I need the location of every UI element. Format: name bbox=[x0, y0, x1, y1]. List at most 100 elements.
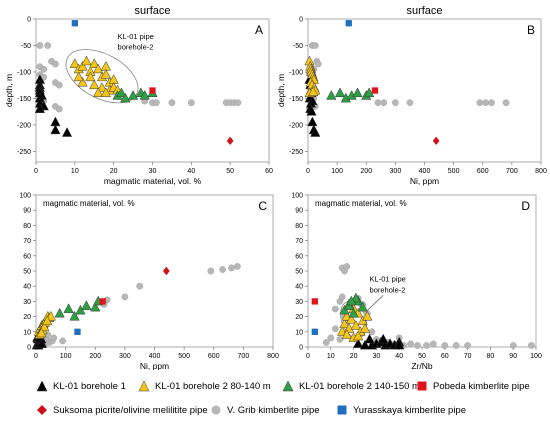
x-tick-label: 0 bbox=[34, 353, 38, 360]
series-grib bbox=[34, 263, 241, 349]
y-tick-label: 100 bbox=[19, 193, 31, 200]
data-point bbox=[50, 334, 58, 342]
x-tick-label: 30 bbox=[373, 353, 381, 360]
data-point bbox=[100, 87, 111, 98]
data-point bbox=[362, 310, 373, 321]
x-tick-label: 800 bbox=[267, 353, 279, 360]
data-point bbox=[162, 266, 170, 276]
data-point bbox=[54, 307, 65, 318]
data-point bbox=[39, 321, 50, 332]
y-tick-label: 90 bbox=[295, 208, 303, 215]
legend-marker-square-icon bbox=[337, 405, 347, 415]
x-tick-label: 20 bbox=[350, 353, 358, 360]
x-tick-label: 600 bbox=[477, 168, 489, 175]
data-point bbox=[482, 99, 490, 107]
legend-marker-triangle-icon bbox=[138, 380, 150, 392]
y-tick-label: 70 bbox=[295, 238, 303, 245]
data-point bbox=[219, 266, 226, 273]
x-tick-label: 70 bbox=[464, 353, 472, 360]
legend-label: KL-01 borehole 2 80-140 m bbox=[155, 380, 271, 392]
x-tick-label: 0 bbox=[306, 353, 310, 360]
data-point bbox=[306, 105, 317, 116]
data-point bbox=[120, 92, 131, 103]
series-kl01_bh2_140_150 bbox=[54, 295, 104, 321]
legend-item-kl01_bh2_80_140: KL-01 borehole 2 80-140 m bbox=[138, 380, 271, 392]
series-kl01_bh2_140_150 bbox=[326, 87, 375, 103]
x-tick-label: 200 bbox=[89, 353, 101, 360]
panel-d: 0 10 20 30 40 50 60 70 80 90 100 0 10 20 30 40 50 60 70 80 9… bbox=[291, 193, 542, 371]
series-kl01_bh2_80_140 bbox=[304, 55, 321, 98]
legend-item-grib: V. Grib kimberlite pipe bbox=[210, 404, 320, 416]
y-tick-label: -100 bbox=[17, 69, 31, 76]
x-tick-label: 40 bbox=[187, 168, 195, 175]
data-point bbox=[44, 42, 52, 49]
data-point bbox=[371, 87, 379, 94]
data-point bbox=[36, 327, 47, 338]
y-tick-label: 10 bbox=[295, 329, 303, 336]
data-point bbox=[464, 342, 471, 349]
data-point bbox=[352, 87, 363, 98]
data-point bbox=[81, 300, 92, 310]
series-pobeda bbox=[371, 87, 379, 94]
legend-label: Suksoma picrite/olivine melilitite pipe bbox=[53, 404, 208, 416]
panel-letter: B bbox=[527, 23, 535, 37]
legend-marker-square-icon bbox=[417, 381, 427, 391]
data-point bbox=[488, 99, 495, 107]
y-tick-label: 10 bbox=[23, 329, 31, 336]
y-tick-label: 90 bbox=[23, 208, 31, 215]
x-tick-label: 10 bbox=[71, 168, 79, 175]
legend-marker-triangle-icon bbox=[36, 380, 48, 392]
data-point bbox=[96, 82, 108, 92]
data-point bbox=[326, 90, 337, 100]
y-tick-label: 80 bbox=[23, 223, 31, 230]
data-point bbox=[40, 65, 48, 73]
data-point bbox=[69, 58, 80, 68]
legend-marker-diamond-icon bbox=[37, 405, 47, 415]
data-point bbox=[139, 90, 150, 100]
data-point bbox=[452, 342, 460, 349]
annotation-line-1: KL-01 pipe bbox=[370, 275, 406, 284]
series-pobeda bbox=[149, 87, 156, 94]
data-point bbox=[336, 336, 344, 343]
x-tick-label: 0 bbox=[306, 168, 310, 175]
data-point bbox=[341, 310, 352, 321]
panel-title: surface bbox=[134, 5, 170, 17]
x-tick-label: 400 bbox=[419, 168, 431, 175]
panel-a: 0 10 20 30 40 50 60 0 -50 -100 -150 -200 -250 magmati… bbox=[4, 5, 273, 186]
legend-item-yurasskaya: Yurasskaya kimberlite pipe bbox=[336, 404, 466, 416]
figure: 0 10 20 30 40 50 600-50-100-150-200-250magmati… bbox=[4, 5, 547, 371]
data-point bbox=[528, 342, 535, 349]
data-point bbox=[476, 99, 484, 107]
data-point bbox=[364, 333, 375, 344]
data-point bbox=[343, 263, 351, 270]
data-point bbox=[423, 342, 430, 349]
data-point bbox=[226, 136, 234, 146]
data-point bbox=[322, 339, 330, 346]
data-point bbox=[364, 87, 375, 98]
y-tick-label: 60 bbox=[23, 253, 31, 260]
data-point bbox=[228, 264, 235, 272]
data-point bbox=[81, 55, 92, 66]
legend-label: V. Grib kimberlite pipe bbox=[227, 404, 320, 416]
data-point bbox=[77, 60, 88, 71]
kl01-borehole2-cluster-outline bbox=[65, 49, 139, 104]
legend-item-suksoma: Suksoma picrite/olivine melilitite pipe bbox=[36, 404, 208, 416]
series-kl01_bh2_80_140 bbox=[33, 310, 56, 339]
data-point bbox=[332, 305, 339, 313]
series-kl01_bh2_140_150 bbox=[339, 292, 368, 318]
data-point bbox=[345, 20, 352, 27]
y-tick-label: 0 bbox=[299, 345, 303, 352]
x-tick-label: 800 bbox=[535, 168, 547, 175]
data-point bbox=[121, 293, 129, 301]
x-tick-label: 300 bbox=[390, 168, 402, 175]
x-tick-label: 50 bbox=[418, 353, 426, 360]
annotation-line-2: borehole-2 bbox=[118, 43, 154, 52]
x-tick-label: 10 bbox=[327, 353, 335, 360]
data-point bbox=[414, 342, 421, 349]
y-tick-label: 0 bbox=[27, 17, 31, 24]
data-point bbox=[338, 293, 346, 301]
legend-label: KL-01 borehole 1 bbox=[53, 380, 126, 392]
y-tick-label: 0 bbox=[27, 345, 31, 352]
x-tick-label: 90 bbox=[509, 353, 517, 360]
y-tick-label: -50 bbox=[293, 43, 303, 50]
